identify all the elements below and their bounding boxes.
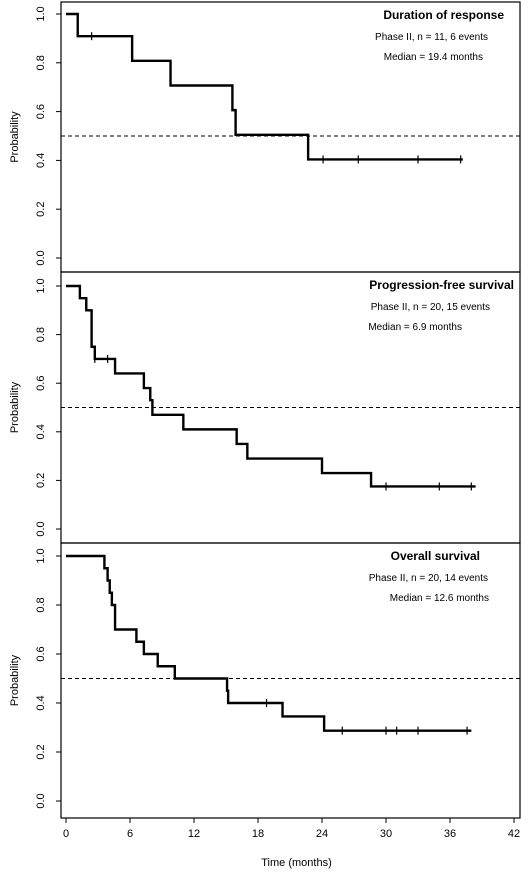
y-tick-label: 1.0 bbox=[35, 548, 47, 563]
x-axis-title: Time (months) bbox=[261, 857, 332, 869]
y-tick-label: 0.0 bbox=[35, 521, 47, 536]
x-tick-label: 30 bbox=[380, 828, 392, 840]
x-axis-ticks: 0 6 12 18 24 30 36 42 bbox=[63, 818, 520, 840]
y-tick-label: 0.2 bbox=[35, 473, 47, 488]
censor-marks bbox=[90, 32, 462, 164]
y-tick-label: 0.8 bbox=[35, 55, 47, 70]
y-tick-label: 0.2 bbox=[35, 744, 47, 759]
y-tick-label: 1.0 bbox=[35, 6, 47, 21]
y-tick-label: 0.4 bbox=[35, 424, 47, 439]
annotation-median: Median = 19.4 months bbox=[384, 52, 483, 63]
y-axis-title: Probability bbox=[9, 654, 21, 706]
y-tick-label: 0.6 bbox=[35, 104, 47, 119]
x-tick-label: 12 bbox=[188, 828, 200, 840]
y-tick-label: 0.6 bbox=[35, 646, 47, 661]
censor-marks bbox=[265, 699, 468, 735]
x-tick-label: 18 bbox=[252, 828, 264, 840]
panel-title: Overall survival bbox=[391, 549, 480, 563]
censor-marks bbox=[94, 354, 472, 491]
y-tick-label: 0.0 bbox=[35, 250, 47, 265]
annotation-n-events: Phase II, n = 11, 6 events bbox=[375, 32, 488, 43]
panel-duration-of-response: 0.00.20.40.60.81.0 Duration of response … bbox=[9, 1, 521, 273]
annotation-n-events: Phase II, n = 20, 15 events bbox=[371, 302, 490, 313]
y-axis-ticks: 0.0 0.2 0.4 0.6 0.8 1.0 bbox=[35, 548, 61, 809]
y-tick-label: 0.8 bbox=[35, 597, 47, 612]
annotation-n-events: Phase II, n = 20, 14 events bbox=[369, 573, 488, 584]
x-tick-label: 36 bbox=[444, 828, 456, 840]
panel-title: Duration of response bbox=[383, 8, 504, 22]
y-axis-ticks: 0.0 0.2 0.4 0.6 0.8 1.0 bbox=[35, 6, 61, 266]
km-curve bbox=[66, 284, 476, 488]
plot-frame bbox=[60, 542, 521, 819]
y-tick-label: 0.8 bbox=[35, 327, 47, 342]
annotation-median: Median = 6.9 months bbox=[368, 322, 462, 333]
panel-overall-survival: 0.0 0.2 0.4 0.6 0.8 1.0 0 6 12 18 24 30 36 42 Overal… bbox=[9, 542, 521, 869]
y-tick-label: 0.4 bbox=[35, 695, 47, 710]
km-curve bbox=[66, 554, 472, 732]
panel-progression-free-survival: 0.0 0.2 0.4 0.6 0.8 1.0 Progression-free surv… bbox=[9, 271, 521, 544]
y-axis-ticks: 0.0 0.2 0.4 0.6 0.8 1.0 bbox=[35, 278, 61, 537]
y-tick-label: 0.0 bbox=[35, 793, 47, 808]
panel-title: Progression-free survival bbox=[369, 278, 514, 292]
y-axis-title: Probability bbox=[9, 111, 21, 163]
x-tick-label: 24 bbox=[316, 828, 328, 840]
annotation-median: Median = 12.6 months bbox=[390, 593, 489, 604]
y-tick-label: 1.0 bbox=[35, 278, 47, 293]
y-tick-label: 0.6 bbox=[35, 376, 47, 391]
y-axis-title: Probability bbox=[9, 381, 21, 433]
km-curve bbox=[66, 12, 463, 161]
x-tick-label: 42 bbox=[508, 828, 520, 840]
y-tick-label: 0.4 bbox=[35, 153, 47, 168]
x-tick-label: 0 bbox=[63, 828, 69, 840]
y-tick-label: 0.2 bbox=[35, 202, 47, 217]
x-tick-label: 6 bbox=[127, 828, 133, 840]
